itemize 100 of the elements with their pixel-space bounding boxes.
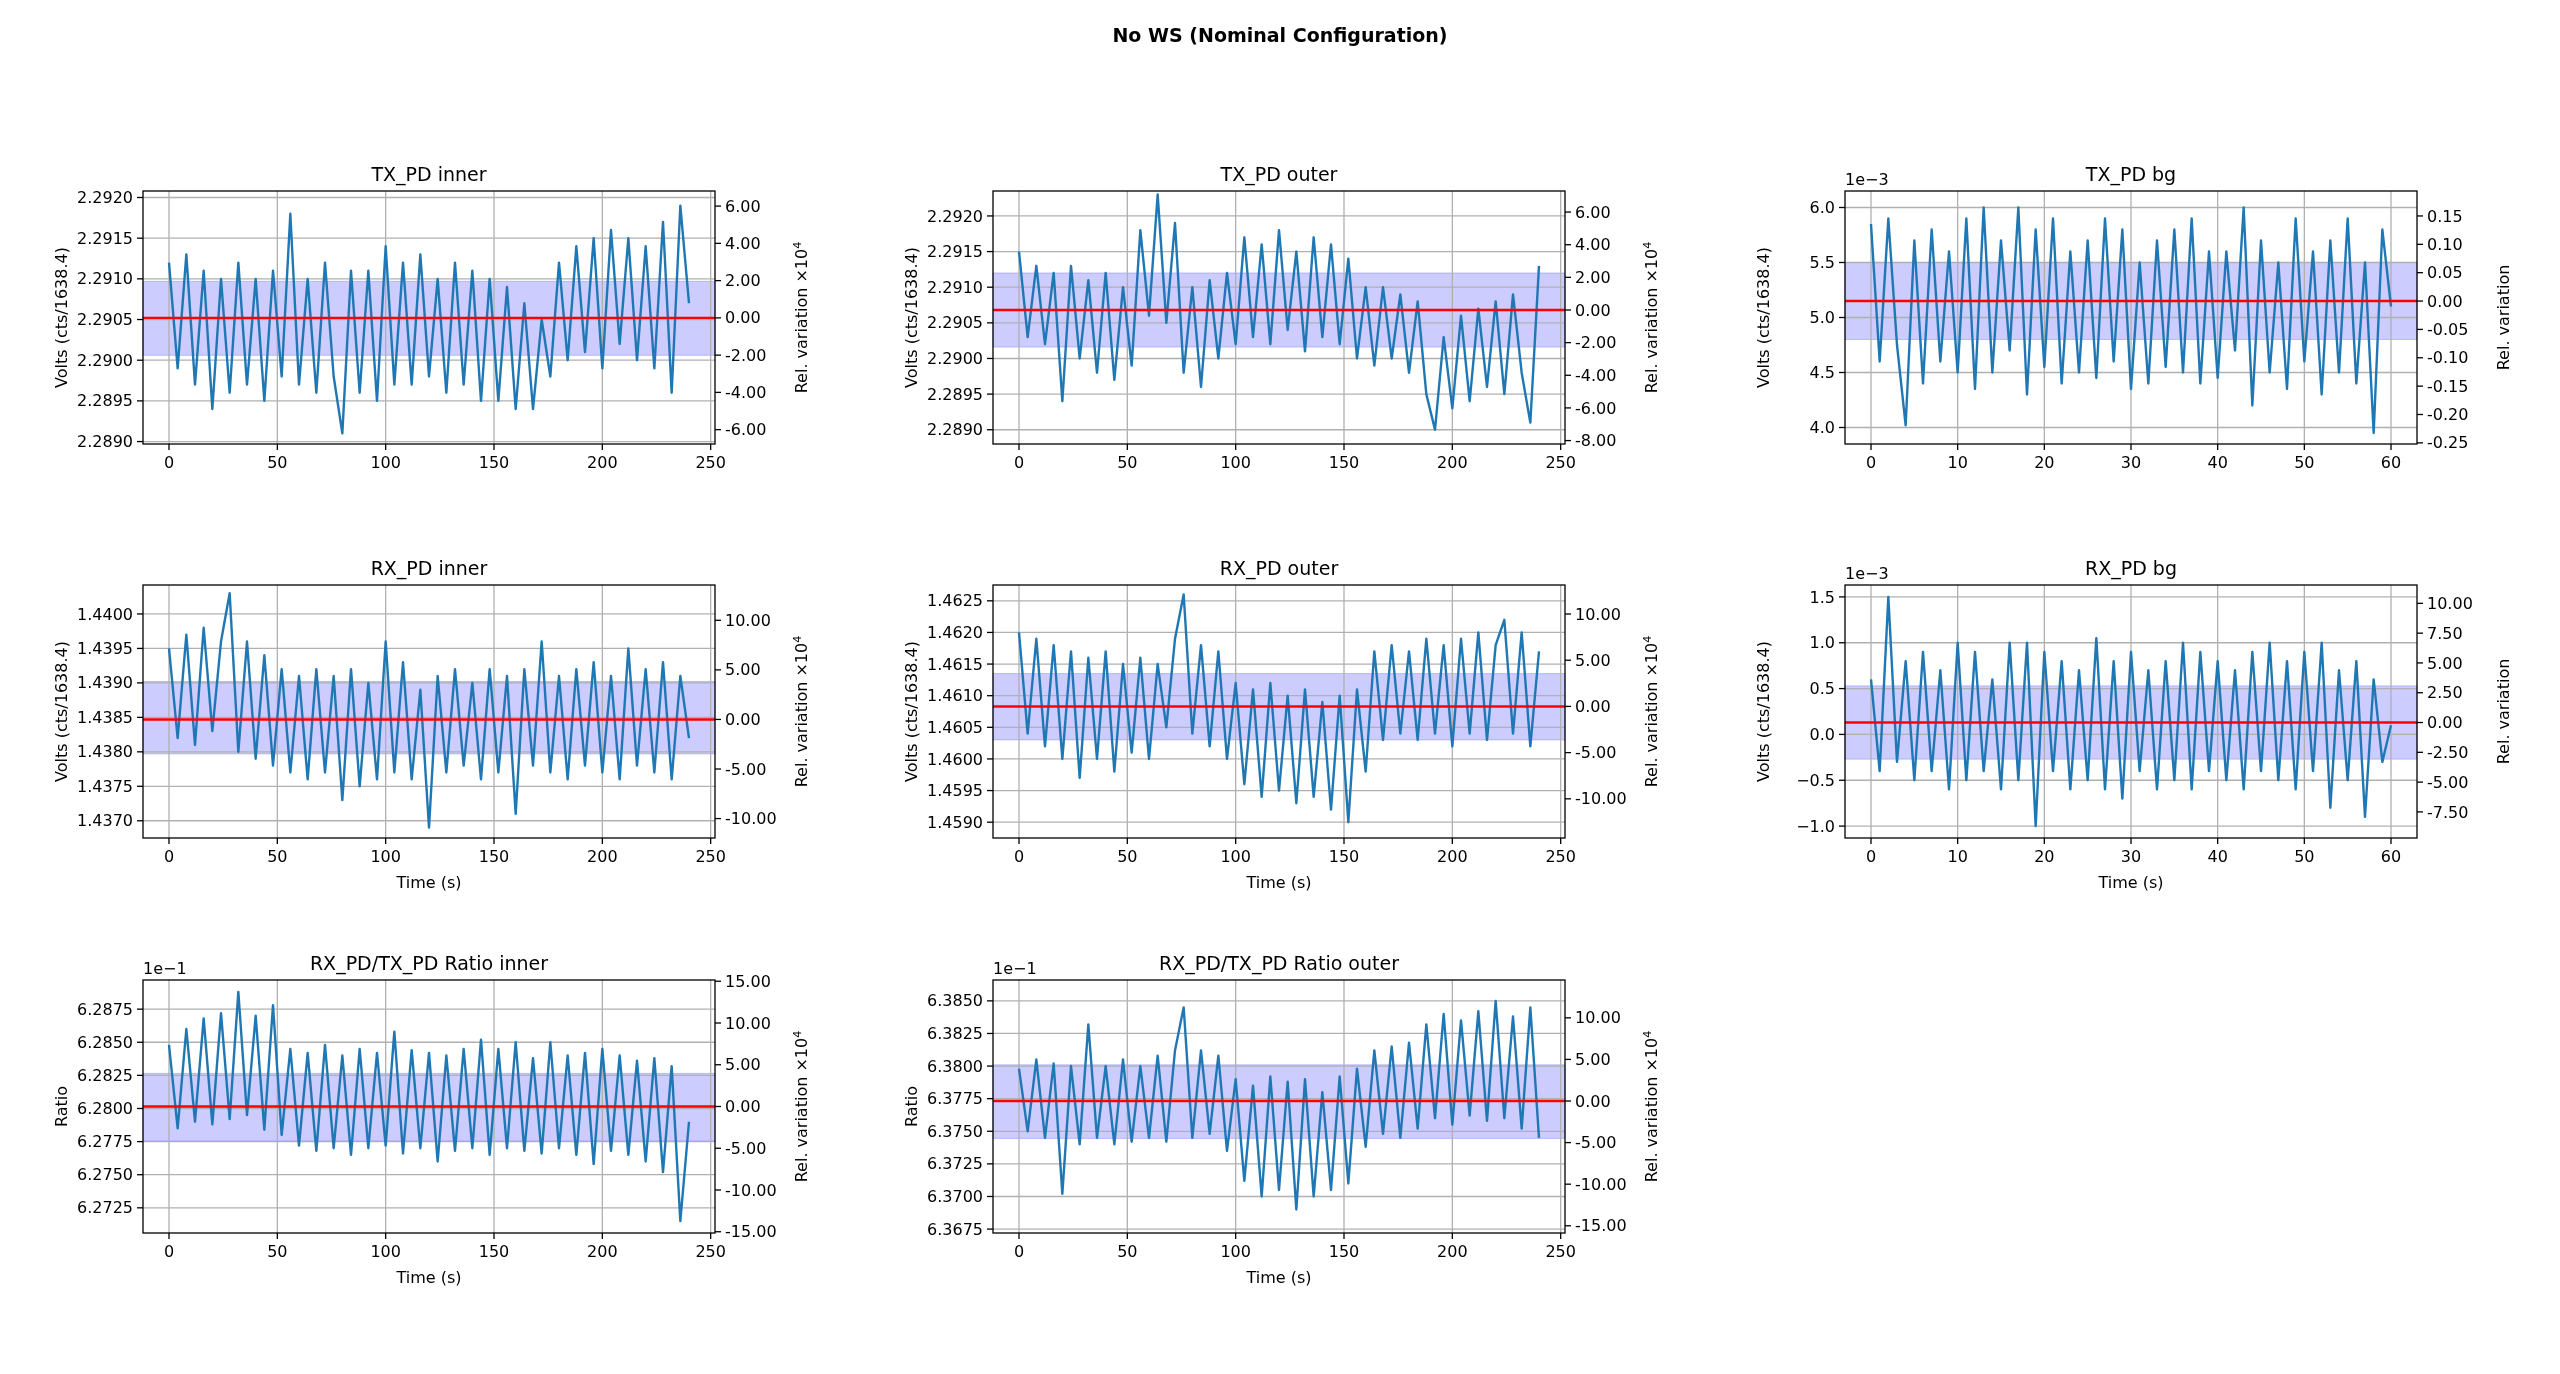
y2-tick-label: -4.00	[1575, 365, 1617, 385]
y-tick-label: 2.2910	[927, 277, 983, 297]
x-tick-label: 150	[1328, 847, 1360, 866]
x-tick-label: 100	[1220, 1242, 1251, 1261]
x-axis-title: Time (s)	[2097, 873, 2164, 892]
y-tick-label: 1.4595	[927, 781, 983, 801]
x-tick-label: 150	[1328, 453, 1360, 472]
chart-title: RX_PD inner	[370, 557, 488, 580]
line-series	[1869, 595, 2393, 828]
line-series	[167, 990, 691, 1223]
chart-title: TX_PD inner	[370, 163, 487, 186]
y2-tick-label: -10.00	[725, 809, 777, 829]
y-tick-label: 1.5	[1809, 587, 1835, 607]
x-tick-label: 50	[267, 847, 288, 866]
y-tick-label: 2.2895	[927, 384, 983, 404]
y2-tick-label: 2.50	[2427, 683, 2463, 703]
y-tick-label: 5.5	[1809, 253, 1835, 273]
chart-title: TX_PD bg	[2084, 163, 2177, 186]
y-tick-label: 2.2920	[77, 188, 133, 208]
y2-tick-label: 10.00	[725, 610, 771, 630]
y2-axis-title: Rel. variation	[2494, 264, 2513, 371]
y-tick-label: 1.4390	[77, 673, 133, 693]
y2-tick-label: 0.00	[1575, 697, 1611, 717]
y2-tick-label: -0.25	[2427, 433, 2469, 453]
y2-tick-label: 5.00	[725, 660, 761, 680]
chart-title: RX_PD outer	[1219, 557, 1339, 580]
y2-tick-label: 15.00	[725, 971, 771, 991]
text: 1e−3	[1845, 564, 1889, 583]
x-tick-label: 150	[478, 453, 510, 472]
x-tick-label: 250	[695, 847, 726, 866]
x-tick-label: 100	[370, 847, 401, 866]
y-tick-label: 6.3850	[927, 991, 983, 1011]
y2-tick-label: -5.00	[1575, 743, 1617, 763]
y-tick-label: 1.4385	[77, 707, 133, 727]
x-tick-label: 200	[587, 1242, 618, 1261]
y2-tick-label: 6.00	[1575, 202, 1611, 222]
y2-tick-label: -15.00	[1575, 1216, 1627, 1236]
x-tick-label: 50	[2294, 453, 2315, 472]
y-axis-title: Volts (cts/1638.4)	[52, 641, 71, 782]
x-tick-label: 30	[2120, 453, 2142, 472]
y-tick-label: 1.4400	[77, 604, 133, 624]
y-axis-title: Volts (cts/1638.4)	[902, 247, 921, 388]
x-tick-label: 10	[1947, 847, 1968, 866]
y-tick-label: 1.4590	[927, 812, 983, 832]
y-tick-label: 1.4605	[927, 717, 983, 737]
y2-tick-label: 0.15	[2427, 206, 2463, 226]
y-tick-label: 1.0	[1809, 633, 1835, 653]
chart-title: RX_PD/TX_PD Ratio inner	[309, 952, 549, 975]
x-tick-label: 50	[2294, 847, 2315, 866]
y2-tick-label: 10.00	[725, 1013, 771, 1033]
line-series	[1017, 593, 1541, 824]
y-tick-label: 2.2900	[927, 349, 983, 369]
y2-tick-label: -10.00	[1575, 1174, 1627, 1194]
x-tick-label: 200	[1437, 453, 1468, 472]
chart-title: RX_PD bg	[2085, 557, 2177, 580]
y-tick-label: 2.2910	[77, 269, 133, 289]
y2-tick-label: 0.05	[2427, 263, 2463, 283]
y-tick-label: 1.4625	[927, 591, 983, 611]
y-tick-label: 2.2900	[77, 350, 133, 370]
y-tick-label: 2.2905	[77, 310, 133, 330]
x-axis-title: Time (s)	[1245, 1268, 1312, 1287]
y-tick-label: 1.4375	[77, 776, 133, 796]
y-axis-title: Volts (cts/1638.4)	[1754, 641, 1773, 782]
y2-tick-label: -2.00	[1575, 333, 1617, 353]
y-tick-label: −1.0	[1796, 816, 1835, 836]
y-tick-label: 2.2915	[77, 228, 133, 248]
y-tick-label: 6.2875	[77, 999, 133, 1019]
x-tick-label: 250	[695, 453, 726, 472]
y-tick-label: 0.5	[1809, 679, 1835, 699]
text: 1e−1	[993, 959, 1037, 978]
y2-tick-label: -4.00	[725, 382, 767, 402]
y2-axis-title: Rel. variation	[2494, 658, 2513, 765]
y-tick-label: 2.2890	[927, 420, 983, 440]
y-tick-label: 6.2725	[77, 1198, 133, 1218]
y-tick-label: 6.3750	[927, 1121, 983, 1141]
y2-tick-label: 7.50	[2427, 623, 2463, 643]
y-tick-label: 6.3725	[927, 1154, 983, 1174]
y-axis-title: Volts (cts/1638.4)	[1754, 247, 1773, 388]
y-tick-label: 2.2915	[927, 242, 983, 262]
y2-tick-label: -0.20	[2427, 405, 2469, 425]
line-series	[1869, 206, 2393, 435]
y2-tick-label: 5.00	[1575, 650, 1611, 670]
line-series	[167, 592, 691, 829]
y2-tick-label: -2.00	[725, 345, 767, 365]
y2-tick-label: 0.00	[2427, 291, 2463, 311]
y-tick-label: 6.3800	[927, 1056, 983, 1076]
x-tick-label: 200	[1437, 1242, 1468, 1261]
y-tick-label: −0.5	[1796, 770, 1835, 790]
x-tick-label: 10	[1947, 453, 1968, 472]
y2-tick-label: 5.00	[1575, 1050, 1611, 1070]
x-tick-label: 0	[1013, 453, 1025, 472]
y-tick-label: 4.0	[1809, 418, 1835, 438]
y-tick-label: 1.4610	[927, 686, 983, 706]
y2-tick-label: -8.00	[1575, 431, 1617, 451]
x-tick-label: 50	[1117, 1242, 1138, 1261]
y2-tick-label: -7.50	[2427, 802, 2469, 822]
y-tick-label: 6.3675	[927, 1219, 983, 1239]
x-tick-label: 0	[163, 453, 175, 472]
y2-tick-label: -2.50	[2427, 742, 2469, 762]
x-axis-title: Time (s)	[1245, 873, 1312, 892]
